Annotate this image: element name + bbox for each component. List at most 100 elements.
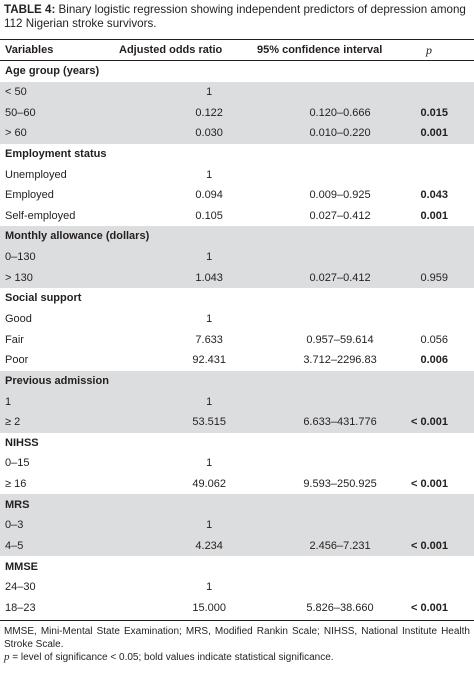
p-value-cell (410, 494, 474, 516)
header-confidence-interval: 95% confidence interval (257, 44, 383, 56)
table-row: Fair 7.633 0.957–59.614 0.056 (0, 329, 474, 350)
confidence-interval-cell (269, 453, 411, 474)
bottom-rule (0, 620, 474, 621)
confidence-interval-cell (269, 515, 411, 536)
odds-ratio-cell: 1 (149, 246, 270, 268)
header-rule (0, 60, 474, 61)
table-row: Good 1 (0, 309, 474, 330)
odds-ratio-cell: 49.062 (192, 478, 226, 491)
p-value-cell: < 0.001 (410, 411, 474, 433)
p-value-cell: 0.006 (420, 354, 448, 367)
confidence-interval-cell (269, 494, 411, 516)
row-label-cell: ≥ 2 (0, 411, 150, 433)
odds-ratio-cell (149, 61, 269, 82)
p-value-cell: < 0.001 (410, 535, 474, 557)
table-group-row: Age group (years) (0, 61, 474, 82)
odds-ratio-cell: 0.122 (149, 102, 270, 123)
confidence-interval-cell: 2.456–7.231 (269, 535, 411, 557)
row-label-cell: > 60 (0, 122, 150, 144)
confidence-interval-cell: 0.957–59.614 (306, 333, 374, 346)
table-group-row: Previous admission (0, 370, 474, 392)
table-row: 24–30 1 (0, 577, 474, 598)
table-row: ≥ 2 53.515 6.633–431.776 < 0.001 (0, 411, 474, 433)
confidence-interval-cell (269, 164, 411, 185)
confidence-interval-cell: 0.009–0.925 (309, 189, 371, 202)
table-row: 0–15 1 (0, 453, 474, 474)
odds-ratio-cell (149, 433, 269, 454)
row-label-cell: Good (5, 313, 32, 325)
row-label-cell: Self-employed (5, 209, 76, 222)
odds-ratio-cell: 0.105 (195, 209, 223, 222)
table-caption: TABLE 4: Binary logistic regression show… (4, 3, 470, 31)
odds-ratio-cell: 4.234 (149, 535, 270, 557)
row-label-cell: 4–5 (0, 535, 150, 557)
p-value-cell (410, 246, 474, 268)
confidence-interval-cell: 5.826–38.660 (306, 601, 374, 614)
odds-ratio-cell: 0.094 (195, 189, 223, 202)
row-label-cell: 18–23 (5, 601, 36, 614)
p-value-cell: 0.056 (420, 333, 448, 346)
table-row: ≥ 16 49.062 9.593–250.925 < 0.001 (0, 474, 474, 495)
p-value-cell (410, 515, 474, 536)
row-label-cell: > 130 (0, 267, 150, 289)
confidence-interval-cell: 3.712–2296.83 (303, 354, 377, 367)
table-group-row: Monthly allowance (dollars) (0, 226, 474, 247)
odds-ratio-cell: 1 (206, 168, 213, 181)
confidence-interval-cell (269, 81, 411, 103)
p-value-cell: < 0.001 (410, 601, 448, 614)
odds-ratio-cell: 15.000 (192, 601, 226, 614)
p-value-cell: < 0.001 (410, 478, 448, 491)
table-row: < 50 1 (0, 81, 474, 103)
p-value-cell (410, 81, 474, 103)
row-label-cell: Employed (5, 189, 54, 202)
table-group-row: NIHSS (0, 433, 474, 454)
confidence-interval-cell (269, 433, 411, 454)
table-row: Employed 0.094 0.009–0.925 0.043 (0, 185, 474, 206)
row-label-cell: Poor (5, 354, 29, 367)
odds-ratio-cell (149, 226, 270, 247)
row-label-cell: Age group (years) (5, 65, 100, 78)
odds-ratio-cell (149, 556, 269, 577)
row-label-cell: Social support (5, 292, 82, 305)
p-value-cell (411, 144, 474, 165)
odds-ratio-cell: 1 (206, 581, 213, 594)
odds-ratio-cell: 92.431 (192, 354, 226, 367)
p-value-cell (411, 164, 474, 185)
confidence-interval-cell (269, 61, 411, 82)
p-value-cell (411, 577, 474, 598)
confidence-interval-cell (269, 226, 411, 247)
footnote-significance-text: = level of significance < 0.05; bold val… (12, 652, 334, 663)
header-variables: Variables (5, 44, 54, 56)
row-label-cell: < 50 (0, 81, 150, 103)
p-value-cell (411, 433, 474, 454)
confidence-interval-cell (269, 309, 411, 330)
table-group-row: Social support (0, 288, 474, 309)
table-row: 0–3 1 (0, 515, 474, 536)
p-value-cell: 0.959 (410, 267, 474, 289)
table-group-row: MMSE (0, 556, 474, 577)
header-p-value: p (426, 43, 432, 57)
regression-table-body: Age group (years) < 50 1 50–60 0.122 0.120–0.… (0, 61, 474, 618)
row-label-cell: 24–30 (5, 581, 36, 594)
table-row: Poor 92.431 3.712–2296.83 0.006 (0, 350, 474, 371)
table-row: 4–5 4.234 2.456–7.231 < 0.001 (0, 535, 474, 557)
odds-ratio-cell: 53.515 (149, 411, 270, 433)
odds-ratio-cell: 7.633 (195, 333, 223, 346)
p-value-cell (410, 391, 474, 412)
p-value-cell: 0.043 (420, 189, 448, 202)
p-value-cell: 0.001 (420, 209, 448, 222)
row-label-cell: MMSE (5, 560, 38, 573)
table-row: Unemployed 1 (0, 164, 474, 185)
p-value-cell (410, 370, 474, 392)
confidence-interval-cell: 0.027–0.412 (269, 267, 411, 289)
table-label: TABLE 4: (4, 3, 56, 16)
row-label-cell: Unemployed (5, 168, 67, 181)
table-group-row: Employment status (0, 144, 474, 165)
row-label-cell: Employment status (5, 147, 107, 160)
odds-ratio-cell: 0.030 (149, 122, 270, 144)
p-value-cell (411, 288, 474, 309)
footnote-significance: p = level of significance < 0.05; bold v… (4, 651, 470, 664)
row-label-cell: 0–130 (0, 246, 150, 268)
row-label-cell: MRS (0, 494, 150, 516)
odds-ratio-cell (149, 288, 269, 309)
